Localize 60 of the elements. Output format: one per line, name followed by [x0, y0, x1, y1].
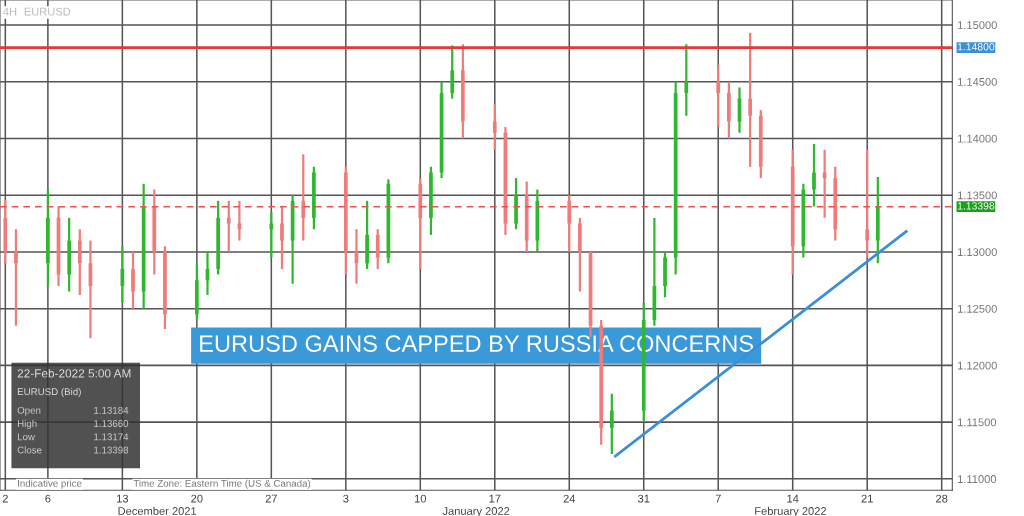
annotation: Indicative price: [18, 479, 82, 489]
candlestick: [226, 199, 231, 254]
x-tick-label: 28: [936, 494, 948, 503]
annotation: Time Zone: Eastern Time (US & Canada): [133, 479, 311, 489]
annotation: 4H: [3, 7, 17, 16]
annotation: High: [17, 419, 37, 429]
candlestick: [865, 148, 870, 259]
annotation: Close: [17, 446, 42, 454]
annotation: 1.13398: [94, 446, 129, 454]
x-tick-label: 7: [715, 494, 721, 503]
candlestick: [14, 228, 18, 327]
y-tick-label: 1.12500: [958, 304, 997, 313]
candlestick: [269, 211, 274, 259]
annotation: Low: [17, 433, 35, 441]
x-tick-label: 21: [861, 494, 873, 503]
y-tick-label: 1.13500: [958, 191, 997, 200]
candlestick: [514, 177, 518, 231]
y-tick-label: 1.15000: [958, 21, 997, 30]
annotation: 1.13174: [94, 433, 129, 441]
x-tick-label: 20: [191, 494, 203, 503]
candlestick: [301, 153, 306, 242]
x-tick-label: 6: [45, 494, 51, 503]
candlestick: [492, 103, 497, 151]
candlestick: [716, 63, 721, 129]
candlestick: [663, 250, 667, 299]
x-tick-label: 2: [2, 494, 8, 503]
x-tick-label: 17: [489, 494, 501, 503]
candlestick: [375, 228, 380, 271]
y-tick-label: 1.12000: [958, 361, 997, 370]
candlestick: [280, 205, 284, 271]
x-tick-label: 13: [117, 494, 129, 503]
x-tick-label: 10: [414, 494, 427, 503]
annotation: 1.13184: [94, 406, 129, 414]
candlestick: [748, 31, 753, 168]
annotation: Open: [17, 406, 41, 416]
annotation: EURUSD (Bid): [17, 388, 81, 398]
x-tick-label: 14: [787, 494, 799, 503]
candlestick: [429, 165, 433, 236]
candlestick: [684, 43, 689, 117]
x-tick-label: 31: [637, 494, 650, 503]
text: December 2021: [118, 506, 197, 515]
x-tick-label: 3: [343, 494, 349, 503]
annotation: EURUSD: [24, 7, 71, 16]
y-tick-label: 1.11500: [958, 418, 997, 427]
y-tick-label: 1.14000: [958, 134, 997, 143]
candlestick: [609, 392, 614, 455]
x-tick-label: 24: [563, 494, 576, 503]
x-tick-label: 27: [265, 494, 277, 503]
candlestick: [131, 250, 135, 310]
candlestick: [77, 228, 82, 297]
ref-line-label: 1.13398: [957, 202, 995, 210]
candlestick: [567, 194, 572, 254]
y-tick-label: 1.13000: [958, 248, 997, 257]
annotation: 1.13660: [94, 420, 129, 427]
y-tick-label: 1.14500: [958, 77, 997, 86]
annotation: 22-Feb-2022 5:00 AM: [17, 368, 131, 378]
candlestick: [812, 143, 816, 208]
candlestick: [450, 44, 455, 100]
ref-line-label: 1.14800: [957, 43, 995, 51]
y-tick-label: 1.11000: [958, 475, 997, 483]
